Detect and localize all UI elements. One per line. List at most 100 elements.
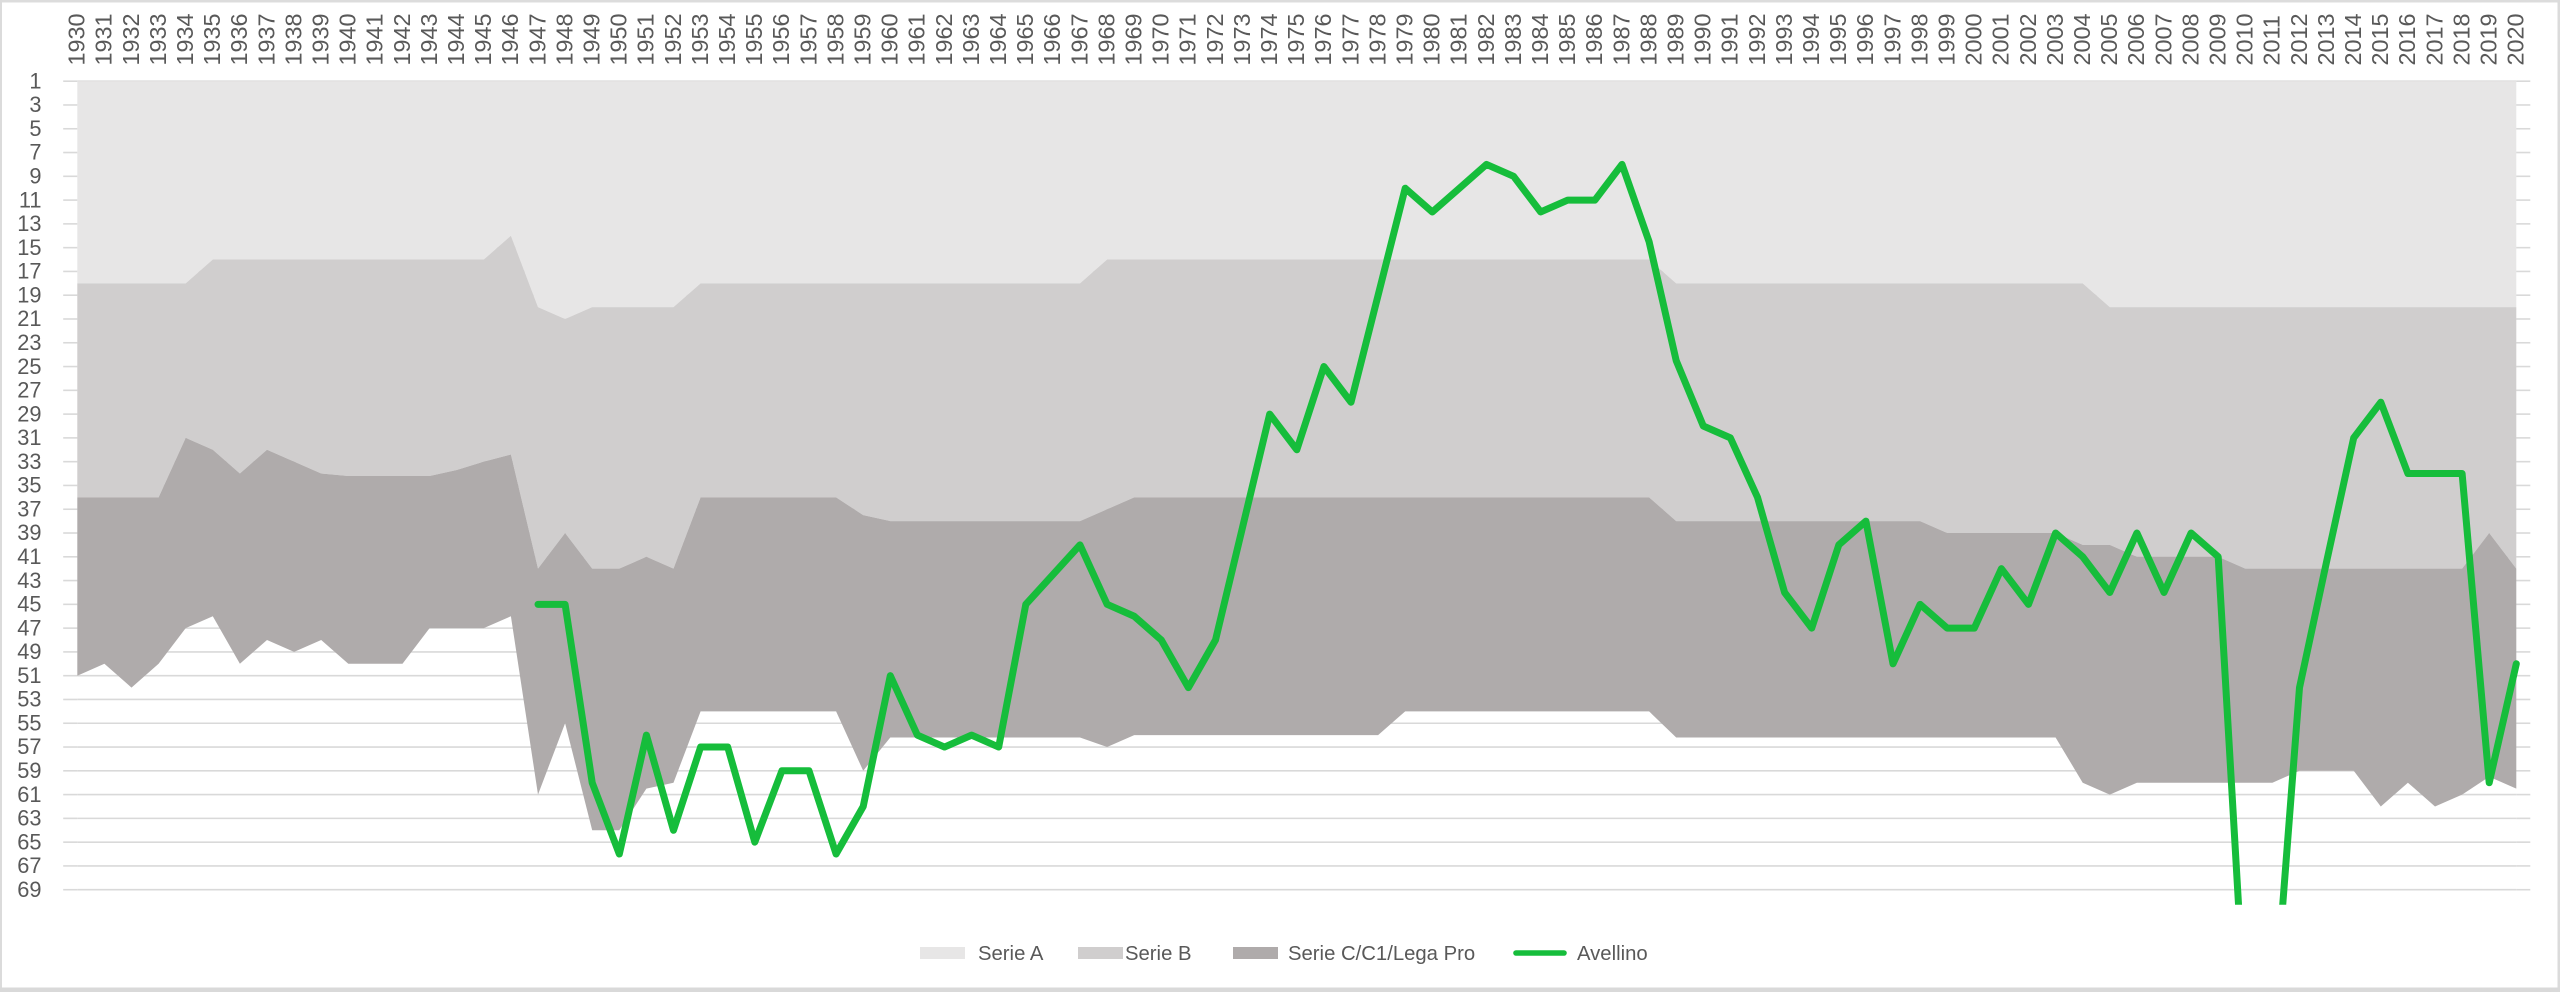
svg-text:1978: 1978 <box>1364 13 1390 65</box>
svg-text:1963: 1963 <box>958 13 984 65</box>
svg-text:1983: 1983 <box>1500 13 1526 65</box>
svg-text:65: 65 <box>17 829 41 854</box>
svg-text:23: 23 <box>17 330 41 355</box>
svg-text:25: 25 <box>17 354 41 379</box>
svg-text:7: 7 <box>29 140 41 165</box>
svg-text:47: 47 <box>17 615 41 640</box>
svg-text:1: 1 <box>29 68 41 93</box>
svg-text:1968: 1968 <box>1093 13 1119 65</box>
svg-text:51: 51 <box>17 663 41 688</box>
svg-text:2007: 2007 <box>2150 13 2176 65</box>
svg-text:2018: 2018 <box>2448 13 2474 65</box>
svg-text:Serie A: Serie A <box>978 943 1044 965</box>
svg-text:1932: 1932 <box>118 13 144 65</box>
svg-text:2000: 2000 <box>1961 13 1987 65</box>
svg-text:1957: 1957 <box>795 13 821 65</box>
svg-text:27: 27 <box>17 378 41 403</box>
svg-text:1943: 1943 <box>416 13 442 65</box>
svg-text:1960: 1960 <box>877 13 903 65</box>
svg-text:2006: 2006 <box>2123 13 2149 65</box>
svg-text:55: 55 <box>17 710 41 735</box>
svg-text:11: 11 <box>19 187 42 212</box>
svg-text:1937: 1937 <box>253 13 279 65</box>
svg-text:61: 61 <box>17 782 41 807</box>
svg-text:1985: 1985 <box>1554 13 1580 65</box>
svg-text:Serie C/C1/Lega Pro: Serie C/C1/Lega Pro <box>1288 943 1475 965</box>
svg-text:21: 21 <box>17 306 41 331</box>
svg-text:57: 57 <box>17 734 41 759</box>
svg-text:19: 19 <box>17 282 41 307</box>
svg-text:69: 69 <box>17 877 41 902</box>
svg-text:1948: 1948 <box>551 13 577 65</box>
svg-text:1933: 1933 <box>145 13 171 65</box>
svg-text:1987: 1987 <box>1608 13 1634 65</box>
svg-text:1941: 1941 <box>362 13 388 65</box>
svg-text:1979: 1979 <box>1392 13 1418 65</box>
svg-text:1967: 1967 <box>1066 13 1092 65</box>
svg-text:1954: 1954 <box>714 13 740 65</box>
svg-text:13: 13 <box>17 211 41 236</box>
svg-text:67: 67 <box>17 853 41 878</box>
svg-text:Serie B: Serie B <box>1125 943 1192 965</box>
svg-text:1964: 1964 <box>985 13 1011 65</box>
svg-text:53: 53 <box>17 687 41 712</box>
svg-text:1988: 1988 <box>1635 13 1661 65</box>
svg-text:1975: 1975 <box>1283 13 1309 65</box>
svg-text:1973: 1973 <box>1229 13 1255 65</box>
svg-text:1971: 1971 <box>1175 13 1201 65</box>
svg-text:39: 39 <box>17 520 41 545</box>
svg-text:63: 63 <box>17 806 41 831</box>
svg-text:1947: 1947 <box>524 13 550 65</box>
svg-text:9: 9 <box>29 164 41 189</box>
svg-text:1981: 1981 <box>1446 13 1472 65</box>
svg-text:2003: 2003 <box>2042 13 2068 65</box>
svg-text:2019: 2019 <box>2476 13 2502 65</box>
svg-text:1945: 1945 <box>470 13 496 65</box>
svg-text:2017: 2017 <box>2421 13 2447 65</box>
svg-text:1958: 1958 <box>822 13 848 65</box>
svg-text:2013: 2013 <box>2313 13 2339 65</box>
svg-text:37: 37 <box>17 496 41 521</box>
svg-text:1940: 1940 <box>335 13 361 65</box>
svg-text:1952: 1952 <box>660 13 686 65</box>
svg-text:Avellino: Avellino <box>1577 943 1648 965</box>
svg-text:3: 3 <box>29 92 41 117</box>
svg-text:49: 49 <box>17 639 41 664</box>
svg-text:1990: 1990 <box>1690 13 1716 65</box>
svg-text:1997: 1997 <box>1879 13 1905 65</box>
svg-text:1995: 1995 <box>1825 13 1851 65</box>
svg-text:1992: 1992 <box>1744 13 1770 65</box>
svg-text:1965: 1965 <box>1012 13 1038 65</box>
svg-text:35: 35 <box>17 473 41 498</box>
svg-text:1946: 1946 <box>497 13 523 65</box>
svg-text:2001: 2001 <box>1988 13 2014 65</box>
svg-text:33: 33 <box>17 449 41 474</box>
svg-text:2014: 2014 <box>2340 13 2366 65</box>
svg-text:1959: 1959 <box>850 13 876 65</box>
svg-text:1980: 1980 <box>1419 13 1445 65</box>
svg-text:1969: 1969 <box>1121 13 1147 65</box>
svg-text:1993: 1993 <box>1771 13 1797 65</box>
svg-text:1999: 1999 <box>1934 13 1960 65</box>
svg-text:1977: 1977 <box>1337 13 1363 65</box>
svg-text:59: 59 <box>17 758 41 783</box>
svg-text:45: 45 <box>17 592 41 617</box>
svg-text:2016: 2016 <box>2394 13 2420 65</box>
svg-text:1935: 1935 <box>199 13 225 65</box>
svg-text:15: 15 <box>17 235 41 260</box>
svg-text:1989: 1989 <box>1663 13 1689 65</box>
svg-text:31: 31 <box>17 425 41 450</box>
svg-text:1931: 1931 <box>91 13 117 65</box>
svg-text:1951: 1951 <box>633 13 659 65</box>
svg-text:1953: 1953 <box>687 13 713 65</box>
svg-text:1939: 1939 <box>308 13 334 65</box>
svg-text:1956: 1956 <box>768 13 794 65</box>
svg-text:2004: 2004 <box>2069 13 2095 65</box>
svg-text:2002: 2002 <box>2015 13 2041 65</box>
svg-text:29: 29 <box>17 401 41 426</box>
svg-text:1982: 1982 <box>1473 13 1499 65</box>
svg-text:1996: 1996 <box>1852 13 1878 65</box>
svg-text:1984: 1984 <box>1527 13 1553 65</box>
svg-text:1970: 1970 <box>1148 13 1174 65</box>
svg-text:1950: 1950 <box>606 13 632 65</box>
